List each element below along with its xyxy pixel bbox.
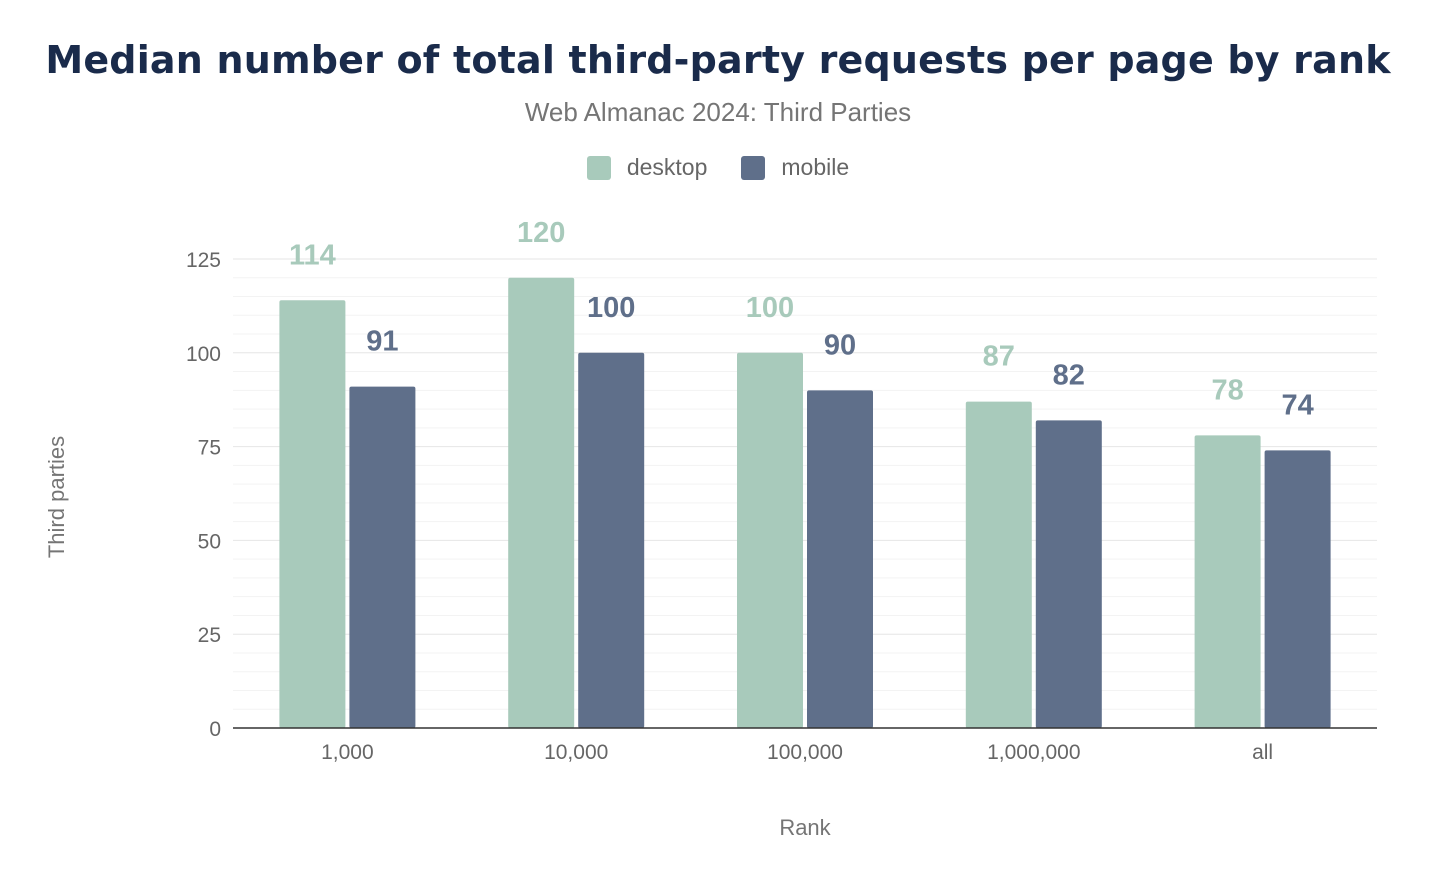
bar-desktop: [965, 401, 1032, 728]
x-tick-label: 100,000: [767, 741, 843, 764]
y-tick-label: 50: [198, 530, 221, 553]
data-label-desktop: 100: [746, 292, 794, 324]
legend-swatch-desktop: [586, 155, 611, 180]
chart-subtitle: Web Almanac 2024: Third Parties: [524, 97, 912, 127]
data-label-mobile: 90: [824, 329, 856, 361]
legend-item-desktop[interactable]: desktop: [586, 154, 708, 181]
bar-mobile: [1035, 420, 1102, 728]
data-label-desktop: 87: [983, 341, 1015, 373]
legend-label-mobile: mobile: [781, 154, 850, 180]
data-label-mobile: 82: [1053, 359, 1085, 391]
x-axis-title: Rank: [779, 815, 831, 840]
x-tick-label: 10,000: [544, 741, 608, 764]
bar-mobile: [578, 352, 645, 728]
data-label-mobile: 74: [1281, 389, 1313, 421]
x-tick-label: 1,000,000: [987, 741, 1080, 764]
y-tick-label: 100: [186, 343, 221, 366]
x-tick-label: 1,000: [321, 741, 374, 764]
bar-mobile: [807, 390, 873, 728]
legend: desktop mobile: [0, 154, 1436, 181]
y-tick-label: 75: [198, 437, 221, 460]
legend-label-desktop: desktop: [626, 154, 708, 180]
data-label-mobile: 100: [587, 292, 635, 324]
y-tick-label: 125: [186, 249, 221, 272]
data-label-desktop: 120: [517, 217, 565, 249]
bar-mobile: [1264, 450, 1331, 728]
y-tick-label: 25: [198, 624, 221, 647]
y-tick-label: 0: [209, 718, 221, 741]
bar-desktop: [279, 300, 346, 728]
x-tick-label: all: [1252, 741, 1273, 764]
bar-mobile: [349, 386, 416, 728]
legend-swatch-mobile: [741, 155, 766, 180]
legend-item-mobile[interactable]: mobile: [741, 154, 849, 181]
y-axis-title: Third parties: [44, 436, 69, 558]
data-label-desktop: 114: [289, 239, 336, 271]
chart-title: Median number of total third-party reque…: [45, 38, 1391, 82]
data-label-mobile: 91: [366, 326, 398, 358]
bar-desktop: [737, 352, 803, 728]
bar-desktop: [1194, 435, 1261, 728]
data-label-desktop: 78: [1211, 374, 1243, 406]
bar-desktop: [508, 277, 575, 728]
